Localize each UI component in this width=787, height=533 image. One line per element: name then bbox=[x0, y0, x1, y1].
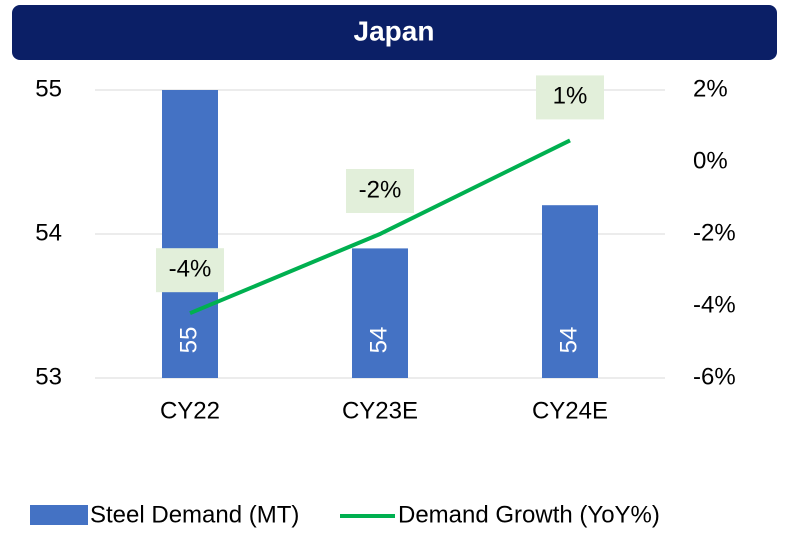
legend-swatch bbox=[30, 505, 88, 525]
x-tick-label: CY24E bbox=[532, 397, 608, 424]
y2-tick-label: 0% bbox=[693, 147, 728, 174]
chart-title: Japan bbox=[354, 15, 435, 46]
legend-label: Steel Demand (MT) bbox=[90, 501, 299, 528]
legend-label: Demand Growth (YoY%) bbox=[398, 501, 660, 528]
data-label: -2% bbox=[359, 176, 402, 203]
data-label-box bbox=[156, 248, 224, 293]
data-label-box bbox=[346, 169, 414, 213]
bar bbox=[352, 248, 408, 378]
data-label: 1% bbox=[553, 83, 588, 110]
y2-tick-label: -6% bbox=[693, 363, 736, 390]
bar-value-label: 54 bbox=[555, 327, 582, 354]
data-label-box bbox=[536, 75, 604, 120]
bar bbox=[162, 90, 218, 378]
x-tick-label: CY22 bbox=[160, 397, 220, 424]
data-label: -4% bbox=[169, 256, 212, 283]
y2-tick-label: -4% bbox=[693, 291, 736, 318]
line bbox=[189, 138, 571, 316]
y2-tick-label: 2% bbox=[693, 75, 728, 102]
bar-value-label: 55 bbox=[175, 327, 202, 354]
title-bar bbox=[12, 5, 777, 60]
y-tick-label: 53 bbox=[35, 363, 62, 390]
x-tick-label: CY23E bbox=[342, 397, 418, 424]
bar bbox=[542, 205, 598, 378]
y-tick-label: 55 bbox=[35, 75, 62, 102]
y2-tick-label: -2% bbox=[693, 219, 736, 246]
bar-value-label: 54 bbox=[365, 327, 392, 354]
y-tick-label: 54 bbox=[35, 219, 62, 246]
